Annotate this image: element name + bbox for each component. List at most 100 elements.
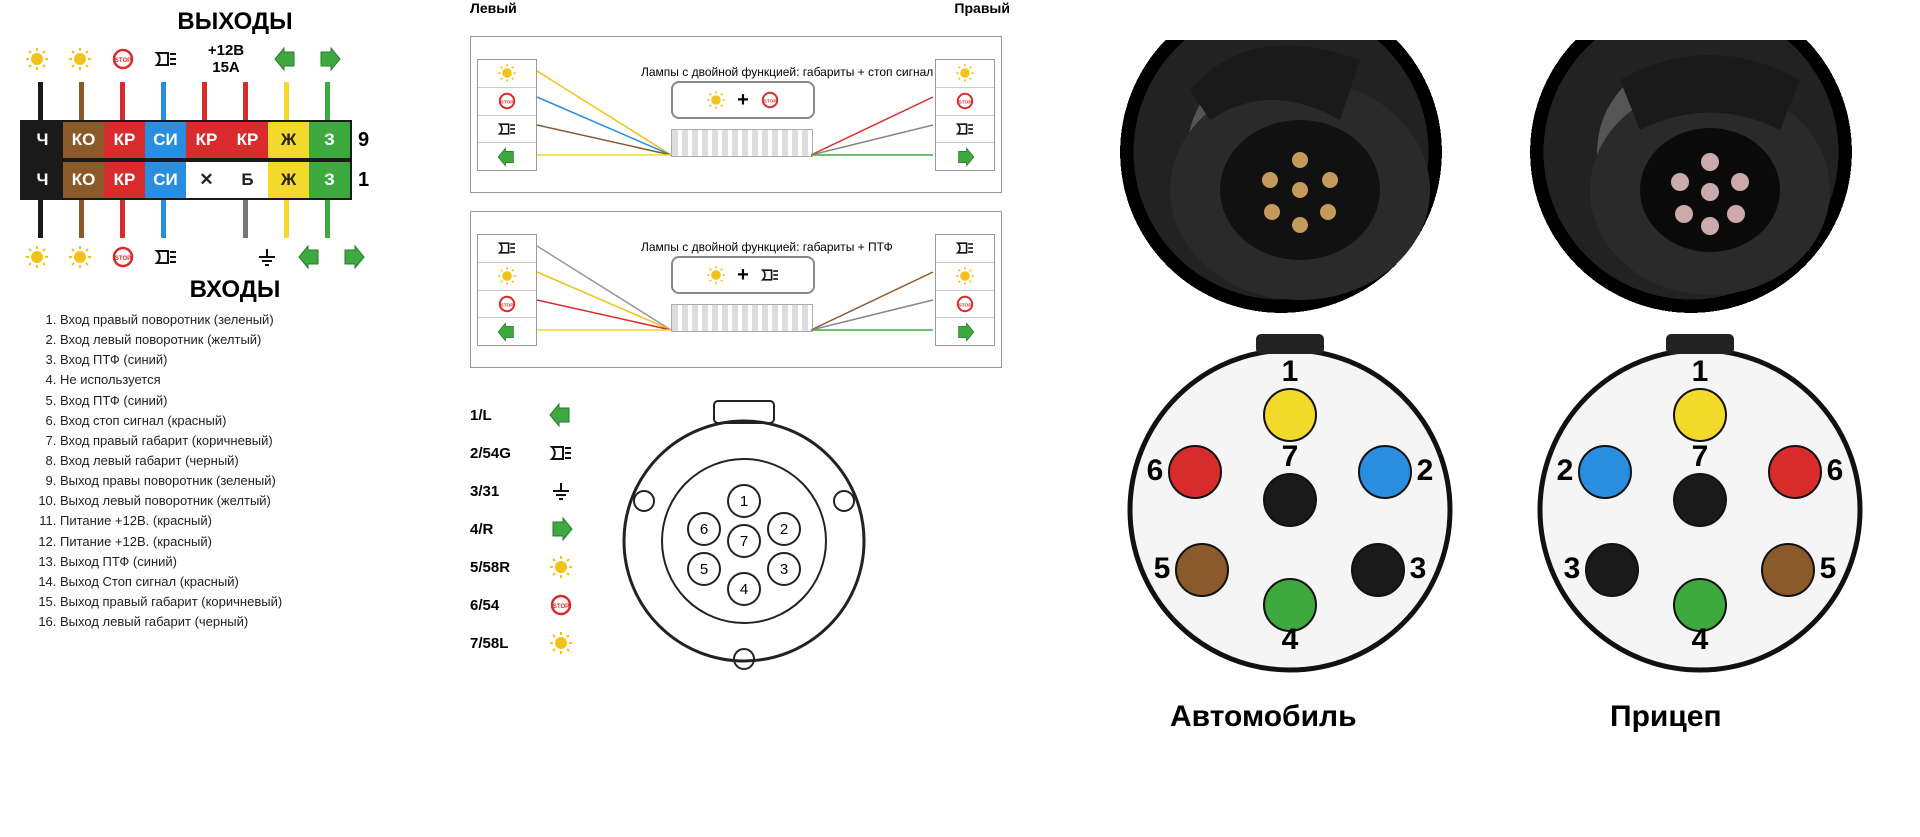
svg-text:3: 3	[1564, 552, 1581, 585]
svg-text:1: 1	[903, 144, 909, 156]
inputs-title: ВХОДЫ	[20, 276, 450, 304]
svg-text:7: 7	[567, 86, 573, 98]
svg-text:3: 3	[780, 561, 788, 578]
sun-icon	[24, 46, 50, 72]
pin-legend-row: 3/31	[470, 472, 574, 510]
stop-icon	[110, 46, 136, 72]
pin-legend-row: 5/58R	[470, 548, 574, 586]
schematic1-title: Лампы с двойной функцией: габариты + сто…	[641, 65, 933, 79]
svg-text:6: 6	[903, 86, 909, 98]
ground-icon	[254, 244, 280, 270]
power-label: +12В15A	[196, 42, 256, 76]
svg-text:4: 4	[1282, 623, 1299, 656]
legend-item: Вход стоп сигнал (красный)	[60, 411, 450, 431]
legend-item: Вход левый габарит (черный)	[60, 451, 450, 471]
dual-function-box: +	[671, 81, 815, 119]
car-caption: Автомобиль	[1170, 700, 1357, 734]
connector-photos-and-pinouts: 1627534 1267354 Автомобиль Прицеп	[1050, 0, 1920, 817]
input-wires	[20, 200, 450, 238]
svg-text:5: 5	[1820, 552, 1837, 585]
svg-text:6: 6	[1147, 454, 1164, 487]
fog-icon	[153, 46, 179, 72]
svg-text:1: 1	[903, 319, 909, 331]
svg-text:5: 5	[700, 561, 708, 578]
terminal-row-outputs: ЧКОКРСИКРКРЖЗ 9	[20, 120, 450, 160]
trailer-pinout-face: 1267354	[1520, 330, 1880, 690]
svg-text:8: 8	[567, 239, 573, 251]
svg-text:7: 7	[740, 533, 748, 550]
svg-text:6: 6	[567, 289, 573, 301]
terminal-cell: КО	[63, 162, 104, 198]
legend-item: Выход правый габарит (коричневый)	[60, 592, 450, 612]
terminal-cell: Ч	[22, 122, 63, 158]
terminal-cell: КР	[186, 122, 227, 158]
legend-item: Вход правый поворотник (зеленый)	[60, 310, 450, 330]
socket-photo-car	[1110, 40, 1490, 320]
pin-legend-list: Вход правый поворотник (зеленый)Вход лев…	[20, 310, 450, 632]
svg-text:7: 7	[1692, 440, 1709, 473]
legend-item: Вход правый габарит (коричневый)	[60, 431, 450, 451]
svg-text:8: 8	[567, 64, 573, 76]
svg-text:5: 5	[567, 114, 573, 126]
svg-text:6: 6	[1827, 454, 1844, 487]
svg-text:6: 6	[700, 521, 708, 538]
svg-text:2: 2	[780, 521, 788, 538]
pin-legend-row: 6/54	[470, 586, 574, 624]
legend-item: Выход левый поворотник (желтый)	[60, 491, 450, 511]
arrow-right-icon	[340, 244, 366, 270]
schematic-ptf: Лампы с двойной функцией: габариты + ПТФ…	[470, 211, 1002, 368]
svg-text:1: 1	[1282, 355, 1299, 388]
schematic-stop: Лампы с двойной функцией: габариты + сто…	[470, 36, 1002, 193]
pin-legend-row: 2/54G	[470, 434, 574, 472]
schematic2-title: Лампы с двойной функцией: габариты + ПТФ	[641, 240, 893, 254]
left-label: Левый	[470, 0, 517, 16]
svg-text:7: 7	[1282, 440, 1299, 473]
sun-icon	[24, 244, 50, 270]
legend-item: Выход ПТФ (синий)	[60, 552, 450, 572]
pin-legend-row: 7/58L	[470, 624, 574, 662]
svg-text:1: 1	[740, 493, 748, 510]
sun-icon	[67, 244, 93, 270]
terminal-cell: Ж	[268, 162, 309, 198]
spacer	[196, 244, 237, 270]
legend-item: Вход ПТФ (синий)	[60, 391, 450, 411]
input-icons-row	[24, 244, 450, 270]
fog-icon	[153, 244, 179, 270]
terminal-cell: КР	[227, 122, 268, 158]
legend-item: Вход левый поворотник (желтый)	[60, 330, 450, 350]
dual-function-box: +	[671, 256, 815, 294]
svg-text:2: 2	[1557, 454, 1574, 487]
left-lamp-cluster	[477, 59, 537, 171]
legend-item: Вход ПТФ (синий)	[60, 350, 450, 370]
legend-item: Выход левый габарит (черный)	[60, 612, 450, 632]
plug-photo-trailer	[1520, 40, 1900, 320]
terminal-cell: СИ	[145, 122, 186, 158]
arrow-left-icon	[273, 46, 299, 72]
pin-function-list: 1/L2/54G3/314/R5/58R6/547/58L	[470, 396, 574, 686]
lamp-schematics: Левый Правый Лампы с двойной функцией: г…	[460, 0, 1050, 837]
terminal-cell: З	[309, 162, 350, 198]
legend-item: Питание +12В. (красный)	[60, 532, 450, 552]
stop-icon	[110, 244, 136, 270]
svg-text:5: 5	[1154, 552, 1171, 585]
trailer-caption: Прицеп	[1610, 700, 1722, 734]
svg-text:5: 5	[903, 261, 909, 273]
connector-strip	[671, 129, 813, 157]
connector-face-diagram: 1627534	[594, 386, 894, 686]
legend-item: Выход правы поворотник (зеленый)	[60, 471, 450, 491]
terminal-row-inputs: ЧКОКРСИ✕БЖЗ 1	[20, 160, 450, 200]
terminal-cell: Б	[227, 162, 268, 198]
terminal-cell: КР	[104, 162, 145, 198]
pin-legend-row: 4/R	[470, 510, 574, 548]
terminal-cell: СИ	[145, 162, 186, 198]
left-lamp-cluster	[477, 234, 537, 346]
right-label: Правый	[954, 0, 1010, 16]
svg-text:2: 2	[567, 144, 573, 156]
svg-text:3: 3	[903, 289, 909, 301]
pin-legend-row: 1/L	[470, 396, 574, 434]
svg-text:7: 7	[567, 261, 573, 273]
terminal-cell: З	[309, 122, 350, 158]
right-lamp-cluster	[935, 234, 995, 346]
outputs-title: ВЫХОДЫ	[20, 8, 450, 36]
terminal-cell: КО	[63, 122, 104, 158]
